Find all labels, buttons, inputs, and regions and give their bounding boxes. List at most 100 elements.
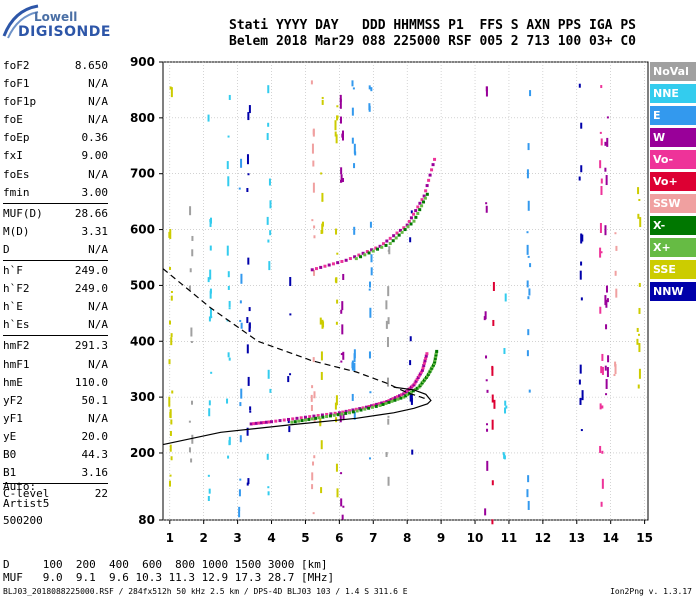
noise-echo-mark bbox=[340, 498, 343, 507]
noise-echo-mark bbox=[351, 137, 354, 144]
o-trace-point bbox=[267, 420, 271, 424]
legend-entry: X+ bbox=[650, 238, 696, 257]
noise-echo-mark bbox=[268, 261, 271, 271]
noise-echo-mark bbox=[580, 122, 583, 129]
noise-echo-mark bbox=[368, 281, 371, 288]
o-upper-trace-point bbox=[418, 201, 422, 205]
legend-entry: NNW bbox=[650, 282, 696, 301]
y-tick-label: 600 bbox=[130, 223, 155, 237]
noise-echo-mark bbox=[312, 160, 315, 167]
noise-echo-mark bbox=[600, 85, 603, 89]
o-trace-point bbox=[303, 415, 307, 419]
o-upper-trace-point bbox=[374, 246, 378, 250]
param-row: B0 44.3 bbox=[3, 446, 108, 464]
noise-echo-mark bbox=[492, 319, 495, 326]
param-label: h`Es bbox=[3, 318, 30, 332]
x-trace-point bbox=[399, 396, 403, 400]
o-trace-point bbox=[419, 370, 423, 374]
noise-echo-mark bbox=[578, 83, 581, 88]
x-trace-point bbox=[435, 349, 439, 353]
param-row: yF2 50.1 bbox=[3, 392, 108, 410]
noise-echo-mark bbox=[311, 472, 314, 481]
noise-echo-mark bbox=[410, 397, 413, 405]
o-trace-point bbox=[418, 372, 422, 376]
x-trace-point bbox=[300, 419, 304, 423]
param-value: 9.00 bbox=[81, 149, 109, 163]
param-row: foE N/A bbox=[3, 111, 108, 129]
o-trace-point bbox=[312, 414, 316, 418]
noise-echo-mark bbox=[340, 472, 343, 475]
noise-echo-mark bbox=[604, 141, 607, 146]
legend-entry: X- bbox=[650, 216, 696, 235]
noise-echo-mark bbox=[239, 319, 242, 322]
noise-echo-mark bbox=[528, 288, 531, 296]
x-trace-point bbox=[351, 410, 355, 414]
o-upper-trace-point bbox=[348, 257, 352, 261]
x-upper-trace-point bbox=[359, 255, 363, 259]
x-tick-label: 1 bbox=[166, 531, 174, 545]
noise-echo-mark bbox=[209, 290, 212, 299]
x-trace-point bbox=[307, 417, 311, 421]
noise-echo-mark bbox=[410, 210, 413, 214]
noise-echo-mark bbox=[368, 105, 371, 112]
y-tick-label: 800 bbox=[130, 111, 155, 125]
o-upper-trace-point bbox=[340, 259, 344, 263]
noise-echo-mark bbox=[269, 230, 272, 236]
o-upper-trace-point bbox=[385, 239, 389, 243]
noise-echo-mark bbox=[239, 435, 242, 443]
noise-echo-mark bbox=[351, 80, 354, 87]
o-upper-trace-point bbox=[405, 223, 409, 227]
param-value: N/A bbox=[88, 300, 108, 314]
x-trace-point bbox=[426, 374, 430, 378]
noise-echo-mark bbox=[526, 489, 529, 498]
noise-echo-mark bbox=[209, 288, 212, 294]
noise-echo-mark bbox=[339, 94, 342, 102]
noise-echo-mark bbox=[246, 154, 249, 165]
noise-echo-mark bbox=[170, 295, 173, 301]
noise-echo-mark bbox=[208, 488, 211, 494]
x-upper-trace-point bbox=[394, 236, 398, 240]
param-label: D bbox=[3, 242, 10, 256]
noise-echo-mark bbox=[207, 114, 210, 122]
x-upper-trace-point bbox=[367, 251, 371, 255]
noise-echo-mark bbox=[353, 411, 356, 420]
noise-echo-mark bbox=[188, 447, 191, 453]
param-label: yE bbox=[3, 429, 17, 443]
o-trace-point bbox=[415, 377, 419, 381]
param-row: M(D) 3.31 bbox=[3, 223, 108, 241]
o-trace-point bbox=[416, 376, 420, 380]
legend-entry: Vo- bbox=[650, 150, 696, 169]
x-trace-point bbox=[348, 411, 352, 415]
noise-echo-mark bbox=[493, 399, 496, 409]
noise-echo-mark bbox=[599, 403, 602, 410]
param-value: 3.31 bbox=[81, 224, 109, 238]
x-trace-point bbox=[363, 407, 367, 411]
o-trace-point bbox=[424, 356, 428, 360]
y-tick-label: 500 bbox=[130, 278, 155, 292]
o-trace-point bbox=[325, 412, 329, 416]
o-upper-trace-point bbox=[357, 253, 361, 257]
legend-entry: E bbox=[650, 106, 696, 125]
param-value: 291.3 bbox=[74, 339, 108, 353]
noise-echo-mark bbox=[240, 158, 243, 168]
model-virtual-height-line bbox=[162, 268, 428, 400]
noise-echo-mark bbox=[505, 405, 508, 409]
param-value: 50.1 bbox=[81, 393, 109, 407]
noise-echo-mark bbox=[341, 133, 344, 138]
x-trace-point bbox=[332, 413, 336, 417]
x-trace-point bbox=[390, 399, 394, 403]
noise-echo-mark bbox=[289, 373, 292, 376]
param-separator bbox=[3, 260, 108, 262]
param-label: hmE bbox=[3, 375, 23, 389]
noise-echo-mark bbox=[385, 300, 388, 310]
param-label: yF2 bbox=[3, 393, 23, 407]
noise-echo-mark bbox=[311, 484, 314, 490]
noise-echo-mark bbox=[228, 94, 231, 100]
noise-echo-mark bbox=[339, 98, 342, 109]
noise-echo-mark bbox=[320, 229, 323, 234]
x-trace-point bbox=[432, 362, 436, 366]
noise-echo-mark bbox=[248, 323, 251, 332]
noise-echo-mark bbox=[527, 200, 530, 211]
logo-line2: DIGISONDE bbox=[18, 24, 111, 40]
o-trace-point bbox=[417, 374, 421, 378]
